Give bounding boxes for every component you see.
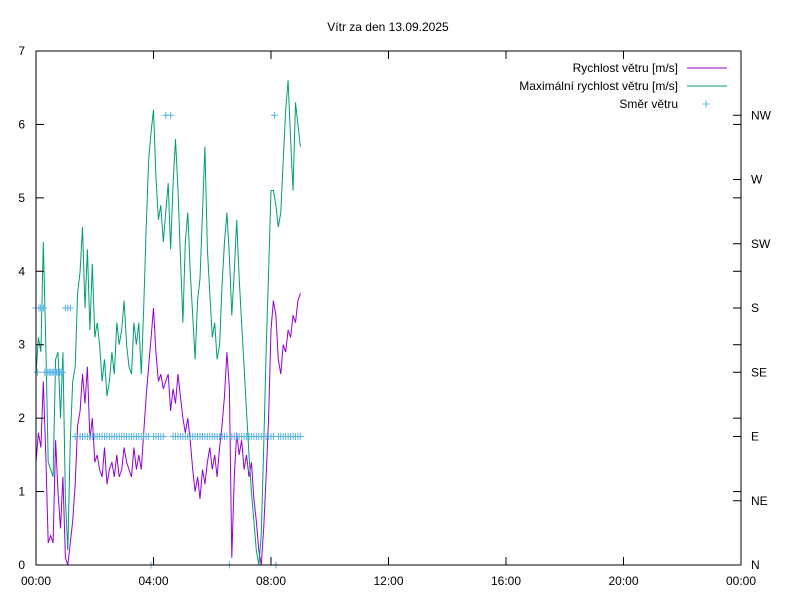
y2-tick-label: N [751,558,760,572]
legend-swatch [702,100,710,108]
direction-point [66,304,74,312]
y2-tick-label: NE [751,494,768,508]
x-tick-label: 08:00 [256,574,286,588]
direction-point [167,111,175,119]
legend-label: Rychlost větru [m/s] [573,61,678,75]
direction-point [270,111,278,119]
x-tick-label: 04:00 [138,574,168,588]
x-tick-label: 00:00 [726,574,756,588]
y2-tick-label: S [751,301,759,315]
direction-point [159,433,167,440]
legend: Rychlost větru [m/s] Maximální rychlost v… [519,61,727,111]
series-points [32,111,304,569]
series-line [35,80,301,566]
legend-label: Maximální rychlost větru [m/s] [519,79,678,93]
y-tick-label: 6 [18,117,25,131]
y-tick-label: 7 [18,44,25,58]
x-tick-label: 20:00 [608,574,638,588]
y-tick-label: 5 [18,191,25,205]
legend-label: Směr větru [619,97,678,111]
plot-area [32,80,304,569]
y2-tick-label: W [751,173,763,187]
direction-point [58,368,66,376]
direction-point [33,368,41,376]
direction-point [39,304,47,312]
y-tick-label: 0 [18,558,25,572]
x-tick-label: 00:00 [21,574,51,588]
y2-tick-label: SW [751,237,771,251]
y-tick-label: 4 [18,264,25,278]
chart-title: Vítr za den 13.09.2025 [327,20,449,34]
axes: 0 1 2 3 4 5 6 7 N NE E SE S SW W NW 00:00 04:00 08:00 12:00… [18,44,771,588]
series-line [35,293,301,566]
y2-tick-label: NW [751,108,772,122]
y-tick-label: 2 [18,411,25,425]
y-tick-label: 1 [18,485,25,499]
direction-point [296,433,304,440]
y2-tick-label: SE [751,365,767,379]
plot-frame [35,50,742,566]
y-tick-label: 3 [18,338,25,352]
x-tick-label: 12:00 [373,574,403,588]
y2-tick-label: E [751,430,759,444]
x-tick-label: 16:00 [491,574,521,588]
